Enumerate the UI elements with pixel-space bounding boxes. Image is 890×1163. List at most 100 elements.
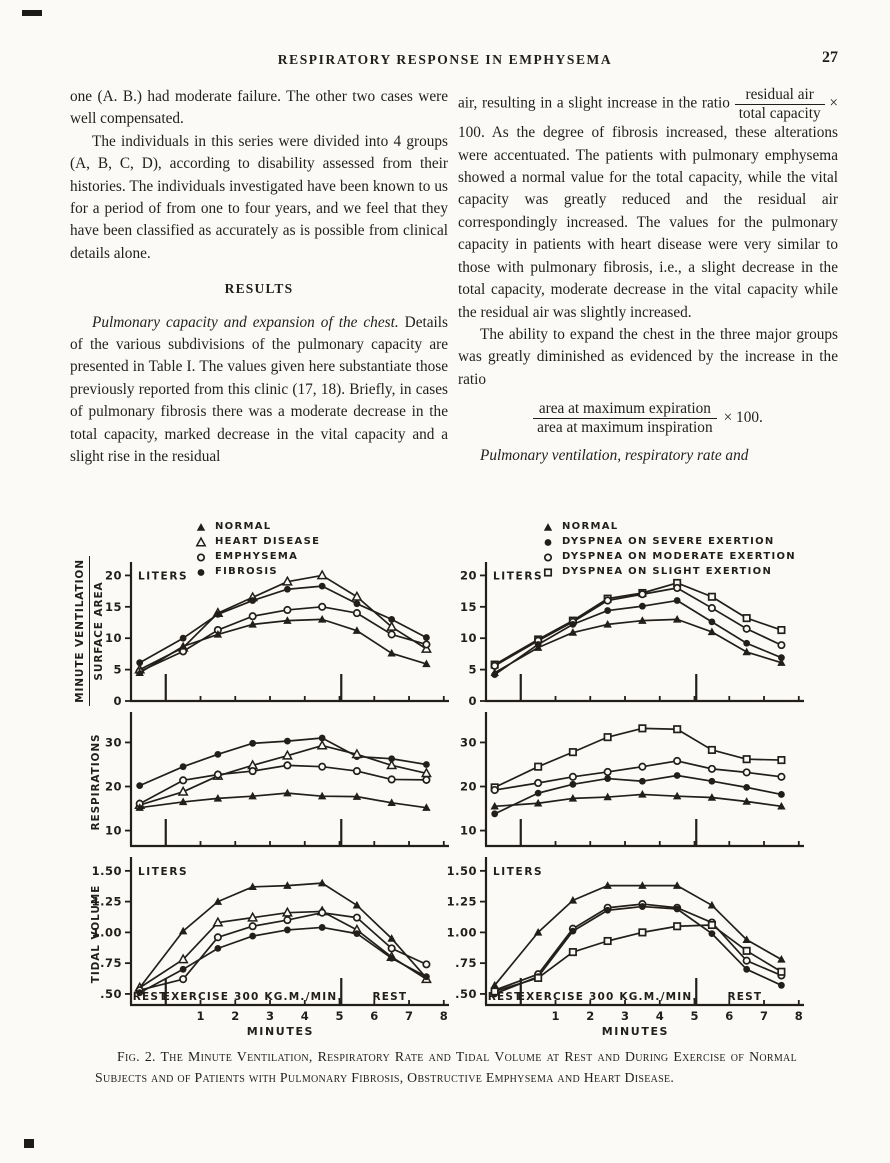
paragraph: Pulmonary ventilation, respiratory rate … (458, 445, 838, 467)
fraction-denominator: total capacity (738, 105, 821, 123)
legend-marker-circle-filled-icon (544, 538, 552, 546)
legend-label: EMPHYSEMA (215, 551, 299, 562)
svg-text:6: 6 (370, 1009, 378, 1023)
svg-text:10: 10 (105, 824, 122, 838)
running-head: RESPIRATORY RESPONSE IN EMPHYSEMA (277, 52, 613, 67)
equation: area at maximum expiration area at maximu… (458, 400, 838, 436)
svg-text:.75: .75 (100, 956, 122, 970)
inline-fraction: area at maximum expiration area at maximu… (533, 400, 717, 437)
svg-text:1.00: 1.00 (92, 925, 122, 939)
paragraph-text: Details of the various subdivisions of t… (70, 313, 449, 466)
svg-text:.75: .75 (455, 956, 477, 970)
legend-marker-triangle-open-icon (195, 536, 207, 546)
svg-text:.50: .50 (100, 987, 122, 1001)
legend-marker-circle-open-icon (196, 552, 206, 562)
svg-text:EXERCISE 300 KG.M./MIN.: EXERCISE 300 KG.M./MIN. (518, 991, 698, 1003)
legend-item: FIBROSIS (195, 564, 320, 579)
legend-marker-triangle-filled-icon (196, 522, 206, 531)
figure: NORMAL HEART DISEASE EMPHYSEMA FIBROSIS NOR… (73, 515, 820, 1060)
scan-artifact (24, 1139, 34, 1148)
legend-label: DYSPNEA ON MODERATE EXERTION (562, 551, 796, 562)
svg-text:MINUTES: MINUTES (602, 1025, 669, 1038)
legend-label: FIBROSIS (215, 566, 278, 577)
legend-marker-square-open-icon (543, 567, 553, 577)
svg-text:1.50: 1.50 (447, 864, 477, 878)
svg-text:7: 7 (760, 1009, 768, 1023)
svg-text:EXERCISE 300 KG.M./MIN.: EXERCISE 300 KG.M./MIN. (163, 991, 343, 1003)
legend-label: NORMAL (562, 521, 619, 532)
chart-tidal-volume-left: .50 .75 1.00 1.25 1.50 LITERS 1 2 3 4 5 6 7 8 REST EXER… (92, 857, 449, 1038)
figure-legend-left: NORMAL HEART DISEASE EMPHYSEMA FIBROSIS (195, 519, 320, 579)
svg-text:10: 10 (105, 631, 122, 645)
legend-label: DYSPNEA ON SEVERE EXERTION (562, 536, 775, 547)
svg-text:20: 20 (460, 780, 477, 794)
svg-text:10: 10 (460, 631, 477, 645)
svg-text:1.50: 1.50 (92, 864, 122, 878)
svg-text:8: 8 (440, 1009, 448, 1023)
figure-caption: Fig. 2. The Minute Ventilation, Respirat… (95, 1049, 797, 1085)
fraction-denominator: area at maximum inspiration (537, 419, 713, 437)
svg-text:0: 0 (113, 694, 122, 708)
ylabel-fraction-denominator: SURFACE AREA (93, 581, 105, 681)
svg-text:3: 3 (266, 1009, 274, 1023)
legend-item: NORMAL (542, 519, 796, 534)
paragraph: The ability to expand the chest in the t… (458, 325, 838, 388)
legend-label: HEART DISEASE (215, 536, 321, 547)
fraction-numerator: residual air (734, 86, 825, 106)
scan-artifact (22, 10, 42, 16)
svg-text:MINUTES: MINUTES (247, 1025, 314, 1038)
svg-text:LITERS: LITERS (493, 866, 543, 878)
svg-text:4: 4 (656, 1009, 664, 1023)
page-number: 27 (822, 49, 838, 66)
svg-text:5: 5 (691, 1009, 699, 1023)
legend-item: DYSPNEA ON MODERATE EXERTION (542, 549, 796, 564)
results-heading: RESULTS (224, 281, 294, 297)
legend-item: NORMAL (195, 519, 320, 534)
chart-tidal-volume-right: .50 .75 1.00 1.25 1.50 LITERS 1 2 3 4 5 6 7 8 REST EXER… (447, 857, 804, 1038)
svg-text:LITERS: LITERS (138, 570, 188, 582)
legend-label: DYSPNEA ON SLIGHT EXERTION (562, 566, 773, 577)
svg-text:REST: REST (728, 991, 763, 1003)
paragraph: The individuals in this series were divi… (70, 132, 448, 262)
paragraph: air, resulting in a slight increase in t… (458, 86, 838, 324)
svg-text:30: 30 (105, 735, 122, 749)
svg-text:1: 1 (552, 1009, 560, 1023)
fraction-multiplier: × 100. (723, 409, 763, 427)
figure-legend-right: NORMAL DYSPNEA ON SEVERE EXERTION DYSPNEA … (542, 519, 796, 579)
svg-text:3: 3 (621, 1009, 629, 1023)
italic-lead: Pulmonary capacity and expansion of the … (92, 313, 399, 331)
paragraph: Pulmonary capacity and expansion of the … (70, 312, 448, 469)
legend-item: DYSPNEA ON SLIGHT EXERTION (542, 564, 796, 579)
legend-label: NORMAL (215, 521, 272, 532)
svg-text:15: 15 (105, 600, 122, 614)
svg-text:1: 1 (197, 1009, 205, 1023)
left-text-column: one (A. B.) had moderate failure. The ot… (70, 86, 448, 469)
svg-text:5: 5 (113, 663, 122, 677)
paragraph: one (A. B.) had moderate failure. The ot… (70, 88, 448, 128)
chart-minute-ventilation-left: 0 5 10 15 20 LITERS (105, 562, 449, 708)
ylabel-fraction-numerator: MINUTE VENTILATION (73, 556, 90, 706)
legend-item: HEART DISEASE (195, 534, 320, 549)
svg-text:20: 20 (460, 568, 477, 582)
inline-fraction: residual air total capacity (734, 86, 825, 123)
chart-respirations-left: 10 20 30 (105, 712, 449, 848)
svg-text:7: 7 (405, 1009, 413, 1023)
paragraph-text: air, resulting in a slight increase in t… (458, 94, 730, 112)
svg-text:6: 6 (725, 1009, 733, 1023)
svg-text:1.00: 1.00 (447, 925, 477, 939)
fraction-multiplier: × 100. (458, 94, 839, 142)
paragraph-text: As the degree of fibrosis increased, the… (458, 124, 838, 321)
svg-text:2: 2 (586, 1009, 594, 1023)
legend-marker-circle-filled-icon (197, 568, 205, 576)
svg-text:30: 30 (460, 735, 477, 749)
svg-text:15: 15 (460, 600, 477, 614)
right-text-column: air, resulting in a slight increase in t… (458, 86, 838, 468)
svg-text:5: 5 (336, 1009, 344, 1023)
svg-text:0: 0 (468, 694, 477, 708)
chart-respirations-right: 10 20 30 (460, 712, 804, 848)
svg-text:LITERS: LITERS (493, 570, 543, 582)
legend-marker-triangle-filled-icon (543, 522, 553, 531)
svg-text:20: 20 (105, 780, 122, 794)
svg-text:20: 20 (105, 568, 122, 582)
